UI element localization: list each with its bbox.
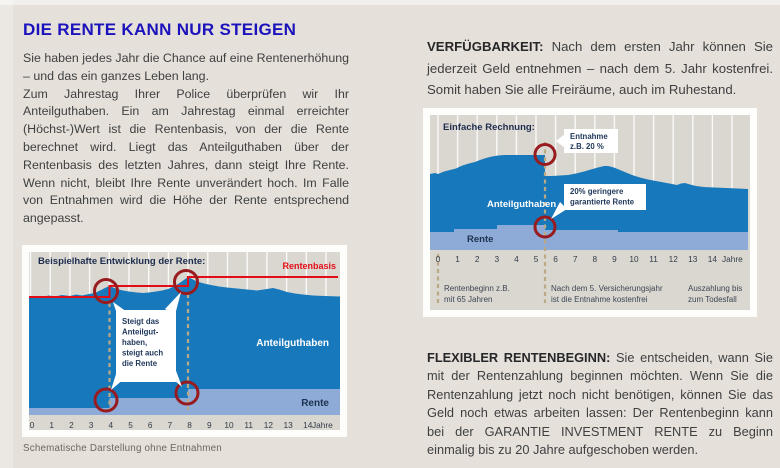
series-label: Rente: [301, 398, 329, 409]
x-tick-label: 12: [264, 420, 274, 430]
x-tick-label: 0: [436, 254, 441, 264]
x-tick-label: 7: [573, 254, 578, 264]
highlight-circle: [174, 380, 200, 406]
axis-annotation: Auszahlung bis: [688, 284, 742, 293]
chart-panel-einfache-rechnung: Entnahme z.B. 20 % 20% geringere garantiert…: [423, 108, 757, 317]
callout-text: Anteilgut-: [122, 328, 159, 337]
x-tick-label: 5: [534, 254, 539, 264]
flexible-heading: FLEXIBLER RENTENBEGINN:: [427, 350, 611, 365]
highlight-circle: [533, 215, 557, 239]
x-tick-label: 4: [108, 420, 113, 430]
callout-text: 20% geringere: [570, 187, 624, 196]
series-label: Rente: [467, 234, 493, 245]
x-tick-label: 3: [494, 254, 499, 264]
x-tick-label: 11: [649, 254, 658, 264]
page-edge-left: [0, 0, 13, 468]
area-Rente: [430, 225, 748, 250]
x-tick-label: 1: [49, 420, 54, 430]
x-tick-label: 13: [688, 254, 698, 264]
callout-box: [564, 184, 646, 210]
x-tick-label: 11: [244, 420, 253, 430]
x-unit-label: Jahre: [722, 254, 743, 264]
x-unit-label: Jahre: [312, 420, 333, 430]
chart-caption: Schematische Darstellung ohne Entnahmen: [23, 443, 222, 454]
x-tick-label: 10: [224, 420, 234, 430]
x-tick-label: 14: [303, 420, 313, 430]
x-tick-label: 9: [612, 254, 617, 264]
detail-paragraph: Zum Jahrestag Ihrer Police überprüfen wi…: [23, 86, 349, 226]
highlight-circle: [93, 278, 119, 304]
availability-heading: VERFÜGBARKEIT:: [427, 39, 544, 54]
callout-box: [564, 129, 618, 153]
flexible-paragraph: FLEXIBLER RENTENBEGINN: Sie entscheiden,…: [427, 349, 773, 459]
x-tick-label: 2: [69, 420, 74, 430]
series-label: Rentenbasis: [282, 261, 336, 271]
x-tick-label: 5: [128, 420, 133, 430]
x-tick-label: 10: [629, 254, 639, 264]
callout-text: z.B. 20 %: [570, 142, 604, 151]
x-tick-label: 8: [187, 420, 192, 430]
series-label: Anteilguthaben: [487, 199, 556, 210]
x-tick-label: 3: [89, 420, 94, 430]
chart-area: Steigt das Anteilgut-haben, steigt auch die…: [29, 252, 340, 430]
page-title: DIE RENTE KANN NUR STEIGEN: [23, 20, 297, 40]
left-chart-svg: Steigt das Anteilgut-haben, steigt auchdie…: [29, 252, 340, 430]
axis-annotation: Nach dem 5. Versicherungsjahr: [551, 284, 663, 293]
callout-arrow: [556, 134, 565, 148]
x-tick-label: 8: [592, 254, 597, 264]
chart-area: Entnahme z.B. 20 % 20% geringere garantiert…: [430, 115, 750, 310]
highlight-circle: [533, 143, 557, 166]
x-tick-label: 13: [283, 420, 293, 430]
callout-text: Entnahme: [570, 132, 608, 141]
callout-box: [116, 310, 176, 382]
axis-annotation: zum Todesfall: [688, 295, 737, 304]
chart-panel-rente-entwicklung: Steigt das Anteilgut-haben, steigt auch die…: [22, 245, 347, 437]
x-tick-label: 6: [148, 420, 153, 430]
callout-text: die Rente: [122, 359, 158, 368]
callout-text: Steigt das: [122, 317, 160, 326]
flexible-text: Sie entscheiden, wann Sie mit der Renten…: [427, 350, 773, 458]
availability-text: Nach dem ersten Jahr können Sie jederzei…: [427, 39, 773, 97]
intro-paragraph: Sie haben jedes Jahr die Chance auf eine…: [23, 51, 349, 83]
x-tick-label: 1: [455, 254, 460, 264]
callout-arrow: [165, 292, 181, 315]
availability-paragraph: VERFÜGBARKEIT: Nach dem ersten Jahr könn…: [427, 36, 773, 101]
callout-text: steigt auch: [122, 349, 163, 358]
x-tick-label: 6: [553, 254, 558, 264]
highlight-circle: [93, 387, 119, 413]
area-Anteilguthaben: [29, 277, 340, 415]
x-tick-label: 7: [168, 420, 173, 430]
x-tick-label: 9: [207, 420, 212, 430]
area-Rente: [29, 389, 340, 415]
page-edge-top: [0, 0, 780, 5]
series-label: Anteilguthaben: [256, 338, 329, 349]
x-tick-label: 2: [475, 254, 480, 264]
highlight-circle: [173, 269, 199, 295]
x-tick-label: 12: [669, 254, 679, 264]
callout-text: garantierte Rente: [570, 198, 635, 207]
axis-annotation: mit 65 Jahren: [444, 295, 492, 304]
callout-text: haben,: [122, 338, 147, 347]
chart-title: Einfache Rechnung:: [443, 122, 535, 133]
x-tick-label: 14: [708, 254, 718, 264]
left-column-text: Sie haben jedes Jahr die Chance auf eine…: [23, 50, 349, 228]
callout-arrow: [551, 202, 567, 219]
axis-annotation: Rentenbeginn z.B.: [444, 284, 510, 293]
x-tick-label: 4: [514, 254, 519, 264]
chart-title: Beispielhafte Entwicklung der Rente:: [38, 256, 205, 267]
x-tick-label: 0: [30, 420, 35, 430]
axis-annotation: ist die Entnahme kostenfrei: [551, 295, 648, 304]
